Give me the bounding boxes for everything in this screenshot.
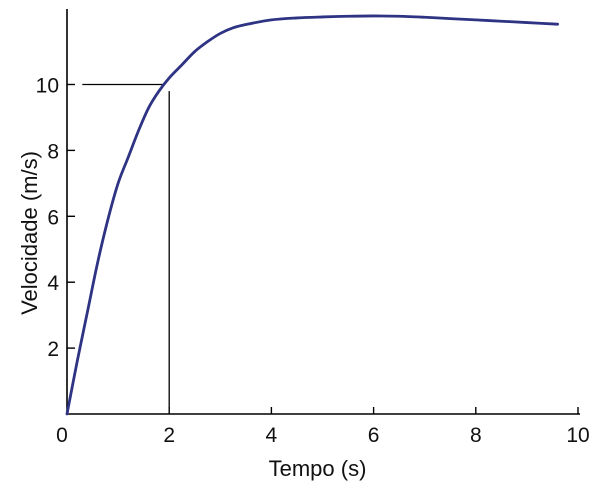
x-tick-label: 8 [470,424,482,447]
y-axis-title: Velocidade (m/s) [17,151,42,315]
y-tick-label: 8 [47,140,59,163]
x-tick-label: 0 [56,424,68,447]
series [65,14,559,416]
annotations [82,83,170,408]
y-tick-label: 2 [47,338,59,361]
y-tick-label: 6 [47,206,59,229]
x-tick-label: 10 [566,424,589,447]
y-ticks: 2 4 6 8 10 [36,74,75,361]
x-tick-label: 6 [368,424,380,447]
y-tick-label: 4 [47,272,59,295]
x-tick-label: 4 [266,424,278,447]
x-tick-label: 2 [163,424,175,447]
velocity-curve [65,14,559,416]
axes [66,9,580,415]
x-ticks: 0 2 4 6 8 10 [56,407,590,447]
x-axis-title: Tempo (s) [269,456,367,481]
y-tick-label: 10 [36,74,59,97]
